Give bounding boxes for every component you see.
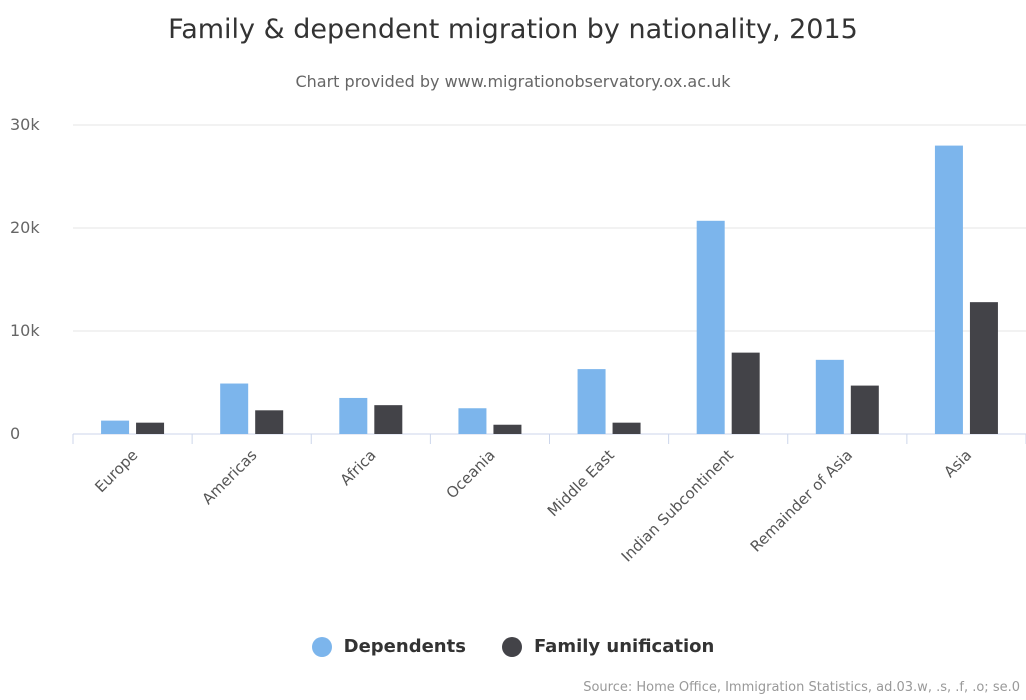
legend: Dependents Family unification <box>0 636 1026 657</box>
legend-marker-dependents <box>311 636 332 657</box>
bar <box>577 369 606 434</box>
x-tick-label: Remainder of Asia <box>747 446 856 555</box>
bar <box>934 145 963 434</box>
y-tick-label: 30k <box>10 115 40 134</box>
x-tick-label: Oceania <box>443 446 499 502</box>
legend-item-family-unification[interactable]: Family unification <box>501 636 715 657</box>
bar <box>339 397 368 434</box>
credits-text[interactable]: Source: Home Office, Immigration Statist… <box>583 680 1020 695</box>
x-tick-label: Middle East <box>544 446 618 520</box>
x-tick-label: Americas <box>199 446 261 508</box>
chart-title: Family & dependent migration by national… <box>168 14 858 45</box>
y-tick-label: 20k <box>10 218 40 237</box>
bar <box>612 422 641 434</box>
legend-item-dependents[interactable]: Dependents <box>311 636 466 657</box>
bar <box>458 408 487 434</box>
bar <box>374 405 403 434</box>
chart-subtitle: Chart provided by www.migrationobservato… <box>295 72 731 91</box>
legend-marker-family-unification <box>501 636 522 657</box>
y-tick-label: 10k <box>10 321 40 340</box>
bar <box>969 302 998 434</box>
bar <box>850 385 879 434</box>
x-tick-label: Indian Subcontinent <box>618 446 737 565</box>
bar <box>255 410 284 434</box>
x-tick-label: Europe <box>91 446 141 496</box>
bar <box>493 424 522 434</box>
x-tick-label: Asia <box>940 446 975 481</box>
bar <box>731 352 760 434</box>
bar <box>101 420 130 434</box>
y-tick-label: 0 <box>10 424 20 443</box>
legend-label-dependents: Dependents <box>343 636 466 657</box>
bar <box>815 359 844 434</box>
bar <box>696 220 725 434</box>
bar <box>220 383 249 434</box>
x-tick-label: Africa <box>337 446 380 489</box>
legend-label-family-unification: Family unification <box>533 636 715 657</box>
bar <box>136 422 165 434</box>
